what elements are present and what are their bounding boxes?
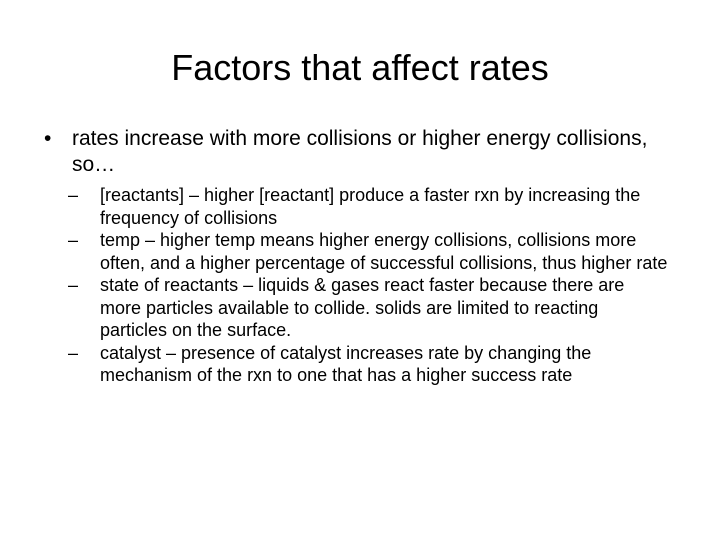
slide-body: rates increase with more collisions or h… xyxy=(40,126,670,387)
sub-bullet: state of reactants – liquids & gases rea… xyxy=(40,274,670,342)
sub-bullet-list: [reactants] – higher [reactant] produce … xyxy=(40,184,670,387)
sub-bullet: temp – higher temp means higher energy c… xyxy=(40,229,670,274)
bullet: rates increase with more collisions or h… xyxy=(40,126,670,178)
sub-bullet: [reactants] – higher [reactant] produce … xyxy=(40,184,670,229)
slide-title: Factors that affect rates xyxy=(171,47,549,88)
sub-bullet: catalyst – presence of catalyst increase… xyxy=(40,342,670,387)
